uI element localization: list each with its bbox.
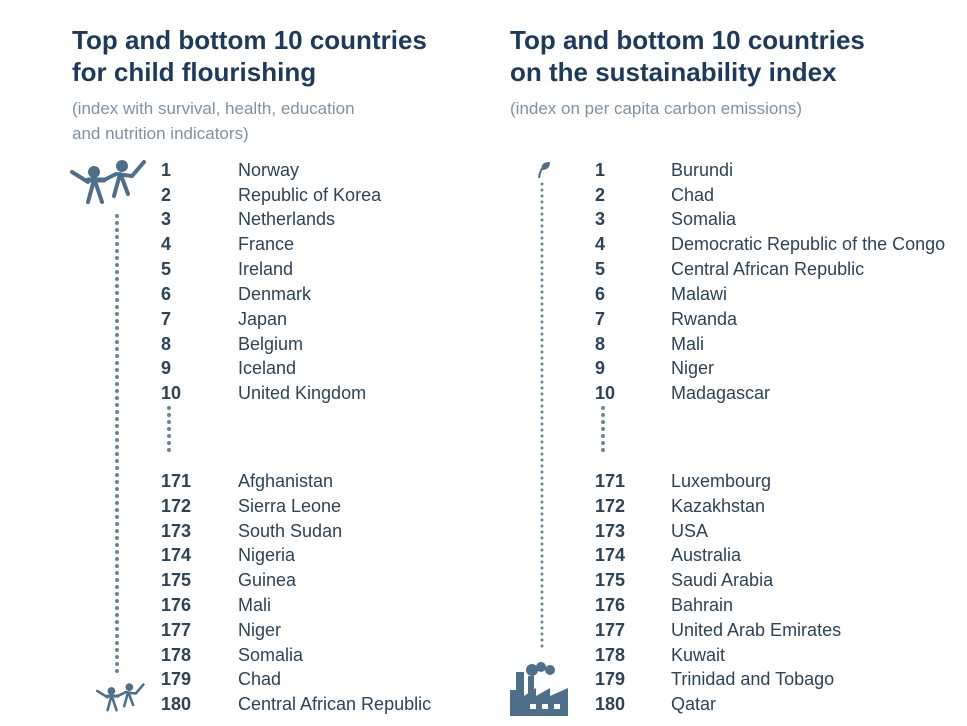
- country: Japan: [238, 309, 288, 329]
- country: Democratic Republic of the Congo: [671, 234, 946, 254]
- rank: 176: [161, 595, 192, 615]
- rank: 6: [595, 284, 606, 304]
- country: Kuwait: [671, 645, 726, 665]
- rank: 5: [595, 259, 606, 279]
- country: France: [238, 234, 295, 254]
- country: Sierra Leone: [238, 496, 342, 516]
- country: Mali: [238, 595, 272, 615]
- rank: 177: [161, 620, 192, 640]
- rank: 171: [595, 471, 626, 491]
- subtitle-line-1: (index on per capita carbon emissions): [510, 99, 802, 118]
- country: United Kingdom: [238, 383, 367, 403]
- country: Niger: [671, 358, 715, 378]
- country: Trinidad and Tobago: [671, 669, 835, 689]
- rank: 178: [595, 645, 626, 665]
- rank: 9: [161, 358, 172, 378]
- gap-dotted-connector: [167, 406, 171, 458]
- title-line-1: Top and bottom 10 countries: [510, 25, 865, 55]
- rank: 174: [595, 545, 626, 565]
- rank: 176: [595, 595, 626, 615]
- rank: 173: [161, 521, 192, 541]
- children-playing-icon-small: [96, 683, 145, 712]
- country: Netherlands: [238, 209, 336, 229]
- rank: 179: [595, 669, 626, 689]
- rank: 178: [161, 645, 192, 665]
- rank: 5: [161, 259, 172, 279]
- rank: 4: [161, 234, 172, 254]
- country: Republic of Korea: [238, 185, 382, 205]
- rank: 7: [595, 309, 606, 329]
- rank: 7: [161, 309, 172, 329]
- rank: 174: [161, 545, 192, 565]
- country: South Sudan: [238, 521, 343, 541]
- country: USA: [671, 521, 709, 541]
- rank: 4: [595, 234, 606, 254]
- rank: 6: [161, 284, 172, 304]
- rank: 3: [595, 209, 606, 229]
- subtitle-line-2: and nutrition indicators): [72, 124, 249, 143]
- rank: 9: [595, 358, 606, 378]
- country: Luxembourg: [671, 471, 772, 491]
- rank: 179: [161, 669, 192, 689]
- country: Guinea: [238, 570, 297, 590]
- country: Burundi: [671, 160, 734, 180]
- children-playing-icon: [70, 160, 146, 204]
- rank: 10: [595, 383, 616, 403]
- gap-dotted-connector: [601, 406, 605, 458]
- country: Saudi Arabia: [671, 570, 774, 590]
- country: Bahrain: [671, 595, 734, 615]
- rank: 172: [161, 496, 192, 516]
- rank: 175: [595, 570, 626, 590]
- panel-subtitle: (index with survival, health, education …: [72, 96, 355, 146]
- rank: 1: [595, 160, 606, 180]
- panel-title: Top and bottom 10 countries on the susta…: [510, 24, 865, 88]
- dotted-connector: [540, 182, 544, 652]
- panel-title: Top and bottom 10 countries for child fl…: [72, 24, 427, 88]
- country: Central African Republic: [238, 694, 432, 714]
- country: Malawi: [671, 284, 728, 304]
- rank: 2: [161, 185, 172, 205]
- country: Somalia: [671, 209, 737, 229]
- country: Central African Republic: [671, 259, 865, 279]
- country: Madagascar: [671, 383, 771, 403]
- factory-icon: [510, 662, 568, 716]
- country: Qatar: [671, 694, 717, 714]
- country: Chad: [671, 185, 715, 205]
- country: Chad: [238, 669, 282, 689]
- country: Somalia: [238, 645, 304, 665]
- title-line-1: Top and bottom 10 countries: [72, 25, 427, 55]
- title-line-2: on the sustainability index: [510, 57, 837, 87]
- leaf-icon: [538, 162, 550, 179]
- country: Norway: [238, 160, 300, 180]
- country: Belgium: [238, 334, 304, 354]
- rank: 180: [161, 694, 192, 714]
- country: Kazakhstan: [671, 496, 766, 516]
- subtitle-line-1: (index with survival, health, education: [72, 99, 355, 118]
- title-line-2: for child flourishing: [72, 57, 317, 87]
- country: Australia: [671, 545, 742, 565]
- rank: 8: [161, 334, 172, 354]
- rank: 171: [161, 471, 192, 491]
- country: Rwanda: [671, 309, 738, 329]
- rank: 172: [595, 496, 626, 516]
- rank: 180: [595, 694, 626, 714]
- country: United Arab Emirates: [671, 620, 842, 640]
- rank: 2: [595, 185, 606, 205]
- country: Niger: [238, 620, 282, 640]
- country: Iceland: [238, 358, 297, 378]
- country: Denmark: [238, 284, 312, 304]
- panel-subtitle: (index on per capita carbon emissions): [510, 96, 802, 121]
- country: Mali: [671, 334, 705, 354]
- rank: 3: [161, 209, 172, 229]
- rank: 8: [595, 334, 606, 354]
- rank: 175: [161, 570, 192, 590]
- country: Afghanistan: [238, 471, 334, 491]
- rank: 10: [161, 383, 182, 403]
- country: Nigeria: [238, 545, 296, 565]
- rank: 173: [595, 521, 626, 541]
- country: Ireland: [238, 259, 294, 279]
- dotted-connector: [115, 214, 119, 680]
- rank: 1: [161, 160, 172, 180]
- rank: 177: [595, 620, 626, 640]
